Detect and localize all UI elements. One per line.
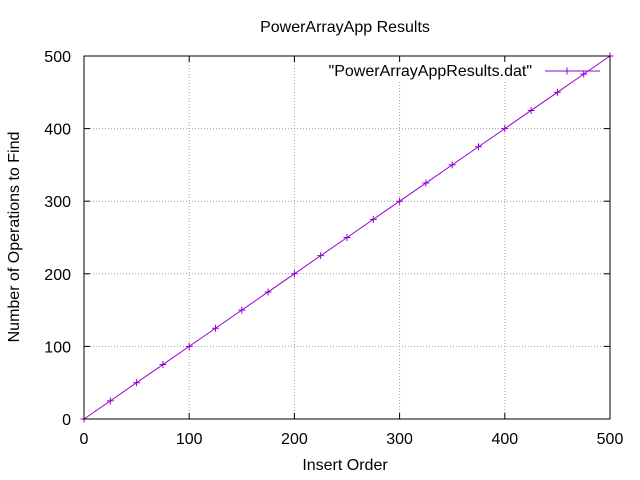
- y-tick-label: 100: [44, 339, 71, 356]
- data-point: [212, 324, 219, 332]
- data-point: [527, 106, 535, 114]
- x-tick-label: 100: [176, 431, 203, 448]
- data-point: [106, 397, 114, 405]
- legend-marker: [563, 67, 571, 75]
- tick-labels: 0 100 200 300 400 500 0 100 200 300 400 500: [44, 49, 623, 448]
- data-point: [448, 161, 456, 169]
- data-point: [422, 179, 430, 187]
- legend-label: "PowerArrayAppResults.dat": [329, 63, 532, 80]
- y-tick-label: 300: [44, 194, 71, 211]
- y-tick-label: 200: [44, 267, 71, 284]
- data-point: [317, 252, 325, 260]
- x-axis-label: Insert Order: [302, 457, 388, 474]
- y-axis-label: Number of Operations to Find: [6, 132, 23, 343]
- chart-title: PowerArrayApp Results: [260, 19, 430, 36]
- x-tick-label: 0: [80, 431, 89, 448]
- x-tick-label: 200: [281, 431, 308, 448]
- data-point: [580, 70, 588, 78]
- y-tick-label: 0: [62, 412, 71, 429]
- data-point: [264, 288, 272, 296]
- plot-border: [83, 55, 611, 420]
- data-point: [159, 361, 167, 369]
- data-point: [343, 234, 351, 241]
- x-tick-label: 500: [597, 431, 624, 448]
- data-point: [475, 143, 482, 151]
- legend: "PowerArrayAppResults.dat": [329, 63, 600, 80]
- data-point: [133, 379, 141, 387]
- x-tick-label: 300: [386, 431, 413, 448]
- y-tick-label: 500: [44, 49, 71, 66]
- data-point: [501, 125, 509, 133]
- data-point: [396, 197, 404, 205]
- x-tick-label: 400: [491, 431, 518, 448]
- y-tick-label: 400: [44, 122, 71, 139]
- grid: [84, 56, 610, 419]
- data-point: [238, 306, 246, 314]
- data-point: [553, 88, 561, 96]
- data-point: [290, 270, 298, 278]
- data-point: [185, 342, 193, 350]
- series-group: [80, 52, 614, 423]
- data-point: [369, 215, 377, 223]
